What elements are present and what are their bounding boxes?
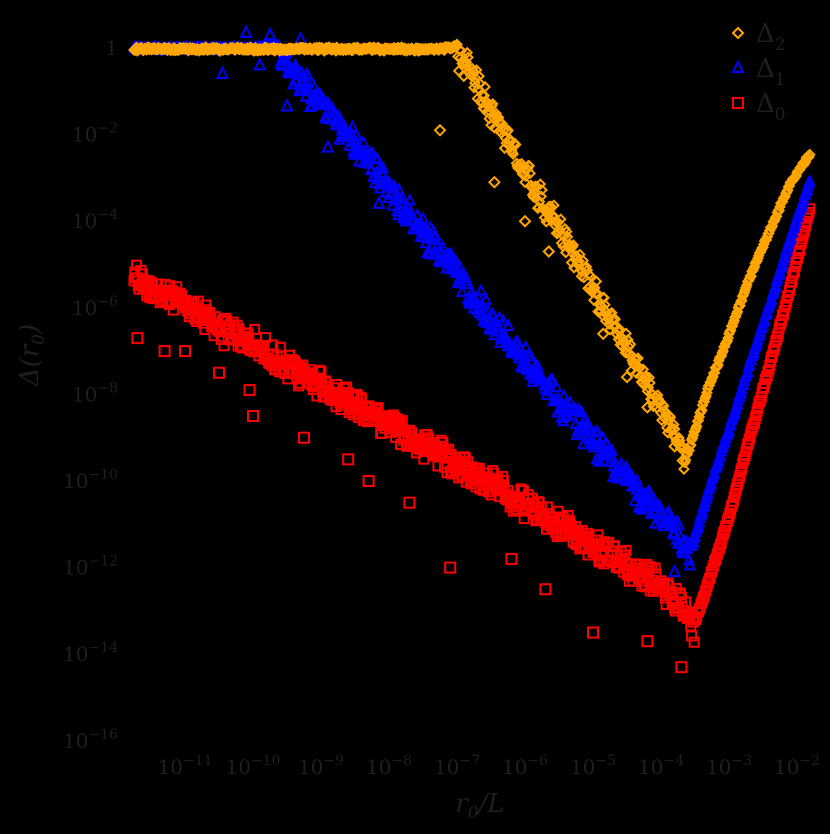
legend-item: Δ1 bbox=[731, 54, 786, 90]
x-tick-label: 10−8 bbox=[366, 753, 412, 779]
y-axis-label: Δ(r0) bbox=[15, 324, 49, 387]
y-axis-ticks: 1 10−2 10−4 10−6 10−8 10−10 10−12 10−14 10−16 bbox=[63, 36, 118, 753]
plot-area bbox=[127, 24, 816, 674]
x-tick-label: 10−5 bbox=[570, 753, 616, 779]
x-tick-label: 10−2 bbox=[774, 753, 820, 779]
x-axis-label: r0/L bbox=[455, 789, 504, 823]
x-tick-label: 10−9 bbox=[298, 753, 344, 779]
x-tick-label: 10−10 bbox=[226, 753, 281, 779]
y-tick-label: 10−2 bbox=[72, 121, 118, 147]
y-tick-label: 10−16 bbox=[63, 727, 118, 753]
y-axis-label-text: Δ(r0) bbox=[15, 324, 49, 387]
x-tick-label: 10−4 bbox=[638, 753, 684, 779]
legend-label: Δ0 bbox=[756, 89, 786, 125]
y-tick-label: 10−8 bbox=[72, 380, 118, 406]
y-tick-label: 10−12 bbox=[63, 554, 118, 580]
x-tick-label: 10−7 bbox=[434, 753, 480, 779]
legend-item: Δ0 bbox=[732, 89, 786, 125]
y-tick-label: 10−10 bbox=[63, 467, 118, 493]
series-square bbox=[128, 203, 816, 674]
y-tick-label: 1 bbox=[105, 36, 118, 60]
x-axis-ticks: 10−11 10−10 10−9 10−8 10−7 10−6 10−5 10−4 10−3 10… bbox=[158, 753, 821, 779]
y-tick-label: 10−6 bbox=[72, 294, 118, 320]
x-tick-label: 10−11 bbox=[158, 753, 213, 779]
y-tick-label: 10−14 bbox=[63, 640, 118, 666]
legend-label: Δ1 bbox=[756, 54, 786, 90]
y-tick-label: 10−4 bbox=[72, 207, 118, 233]
x-tick-label: 10−3 bbox=[706, 753, 752, 779]
legend-label: Δ2 bbox=[756, 19, 786, 55]
legend-item: Δ2 bbox=[731, 19, 786, 55]
series-diamond bbox=[128, 38, 816, 476]
x-tick-label: 10−6 bbox=[502, 753, 548, 779]
